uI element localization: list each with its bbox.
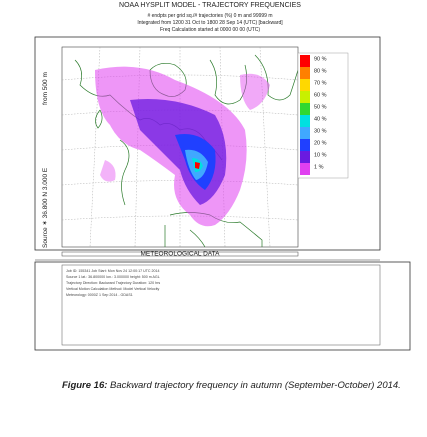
met-lines: Job ID: 155341 Job Start: Mon Nov 24 12:… [66,269,160,297]
legend-label: 20 % [314,140,327,146]
legend-label: 1 % [314,164,324,170]
legend-label: 10 % [314,152,327,158]
met-line: Meteorology: 0000Z 1 Sep 2014 - GDAS1 [66,293,133,297]
header-line: # endpts per grid sq./# trajectories (%)… [147,13,272,19]
coastline [74,54,299,248]
map-frame [34,36,381,251]
header-line: Integrated from 1200 31 Oct to 1800 28 S… [137,20,283,26]
legend-swatch [300,139,310,151]
legend-swatch [300,103,310,115]
legend-swatch [300,151,310,163]
frequency-field [95,66,270,227]
caption-label: Figure 16: [62,380,108,391]
height-label: from 500 m [42,72,49,105]
legend-swatch [300,67,310,79]
legend-swatch [300,115,310,127]
legend-label: 40 % [314,116,327,122]
legend-label: 90 % [314,56,327,62]
map: 90 % 80 % 70 % 60 % 50 % 40 % 30 % 20 % 10 % 1 % [61,46,349,248]
met-line: Vertical Motion Calculation Method: Mode… [66,287,159,291]
met-line: Job ID: 155341 Job Start: Mon Nov 24 12:… [66,269,160,273]
caption-text: Backward trajectory frequency in autumn … [110,380,401,391]
legend-swatch [300,127,310,139]
legend-swatch [300,163,310,175]
header-line: Freq Calculation started at 0000 00 00 (… [160,27,260,33]
legend-swatch [300,79,310,91]
met-title: METEOROLOGICAL DATA [141,251,221,258]
met-line: Trajectory Direction: Backward Trajector… [66,281,160,285]
figure: NOAA HYSPLIT MODEL - TRAJECTORY FREQUENC… [34,2,411,351]
legend-swatch [300,55,310,67]
legend-label: 70 % [314,80,327,86]
caption: Figure 16: Backward trajectory frequency… [62,380,407,392]
met-line: Source 1 lat.: 36.800000 lon.: 3.000000 … [66,275,160,279]
legend-label: 60 % [314,92,327,98]
met-strip [61,251,299,257]
legend-label: 80 % [314,68,327,74]
met-inner [61,264,381,346]
met-box [34,261,411,351]
source-label: Source ✶ 36.800 N 3.000 E [41,167,49,248]
legend-label: 30 % [314,128,327,134]
legend-label: 50 % [314,104,327,110]
figure-title: NOAA HYSPLIT MODEL - TRAJECTORY FREQUENC… [119,2,301,9]
legend: 90 % 80 % 70 % 60 % 50 % 40 % 30 % 20 % 10 % 1 % [300,55,327,175]
legend-swatch [300,91,310,103]
